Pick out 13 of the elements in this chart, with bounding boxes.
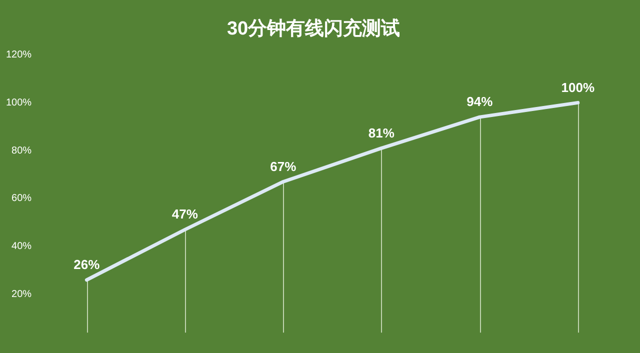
y-tick-label: 120% bbox=[6, 50, 32, 61]
y-tick-label: 40% bbox=[12, 241, 32, 252]
data-label: 26% bbox=[74, 256, 100, 272]
chart-title: 30分钟有线闪充测试 bbox=[226, 18, 400, 40]
y-tick-label: 60% bbox=[12, 193, 32, 204]
y-tick-label: 100% bbox=[6, 97, 32, 108]
data-label: 100% bbox=[561, 80, 595, 95]
data-label: 81% bbox=[368, 125, 395, 140]
y-tick-label: 80% bbox=[12, 145, 32, 156]
data-label: 67% bbox=[270, 158, 297, 174]
data-label: 47% bbox=[172, 206, 198, 222]
y-tick-label: 20% bbox=[12, 289, 32, 300]
data-label: 94% bbox=[466, 94, 494, 110]
